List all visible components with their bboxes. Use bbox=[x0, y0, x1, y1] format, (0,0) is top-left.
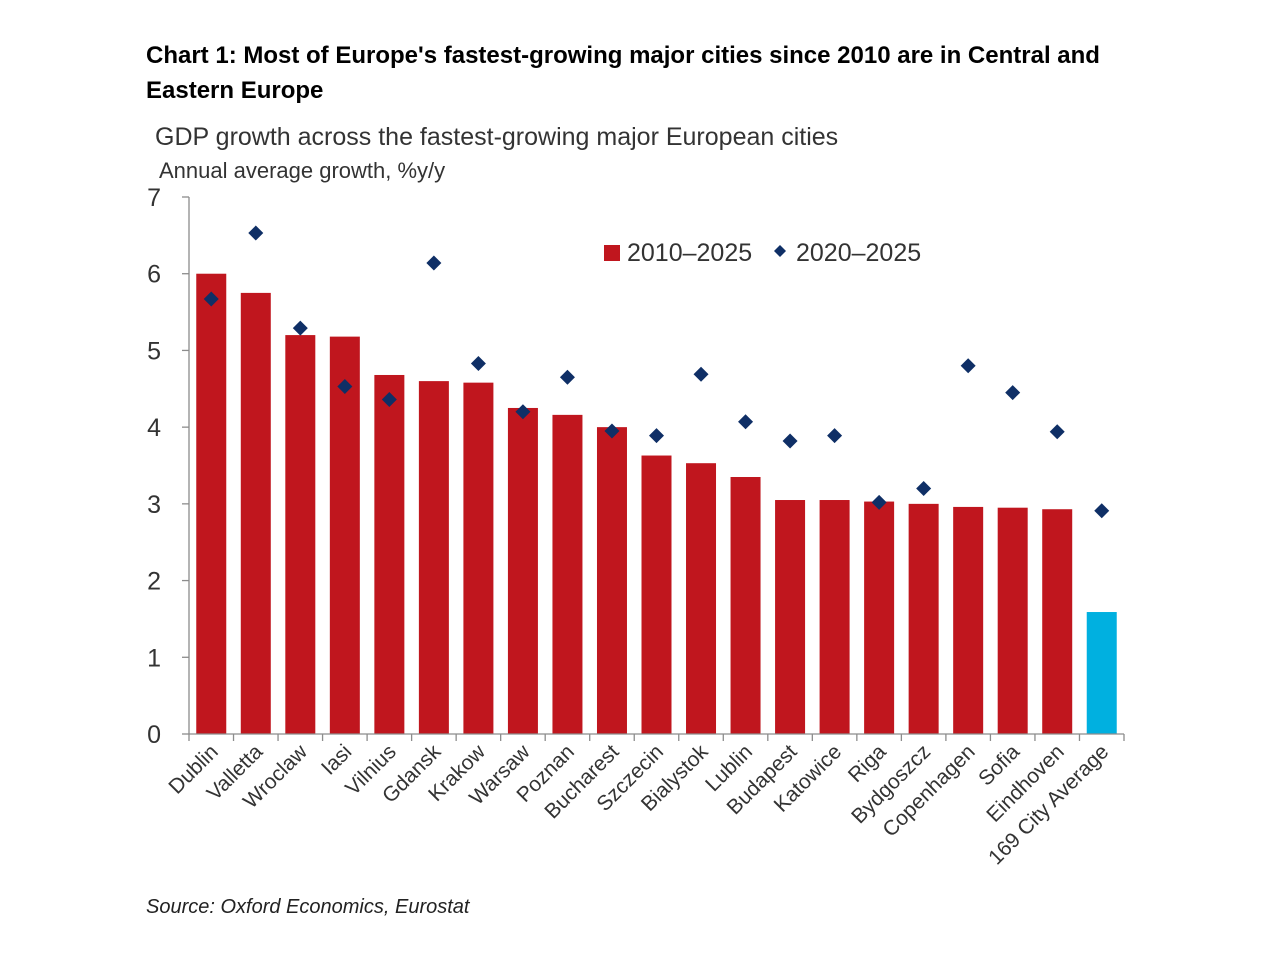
bar-bucharest bbox=[596, 427, 627, 734]
marker-iasi bbox=[337, 378, 353, 394]
marker-krakow bbox=[470, 355, 486, 371]
bar-krakow bbox=[463, 382, 494, 734]
bar-poznan bbox=[552, 414, 583, 734]
y-tick-label: 0 bbox=[147, 721, 161, 749]
y-axis-label: Annual average growth, %y/y bbox=[159, 158, 445, 183]
y-tick-label: 1 bbox=[147, 644, 161, 672]
bar-dublin bbox=[196, 273, 227, 734]
bar-bydgoszcz bbox=[908, 503, 939, 734]
chart-title: Chart 1: Most of Europe's fastest-growin… bbox=[146, 42, 1100, 104]
marker-bialystok bbox=[693, 366, 709, 382]
bar-vilnius bbox=[374, 374, 405, 734]
marker-valletta bbox=[248, 225, 264, 241]
chart-source: Source: Oxford Economics, Eurostat bbox=[146, 896, 470, 918]
marker-bydgoszcz bbox=[916, 481, 932, 497]
bar-iasi bbox=[329, 336, 360, 734]
marker-series bbox=[203, 225, 1110, 519]
marker-sofia bbox=[1005, 385, 1021, 401]
bar-bialystok bbox=[686, 463, 717, 734]
marker-poznan bbox=[559, 369, 575, 385]
y-tick-label: 3 bbox=[147, 491, 161, 519]
bar-sofia bbox=[997, 507, 1028, 734]
y-tick-label: 6 bbox=[147, 261, 161, 289]
bar-eindhoven bbox=[1042, 509, 1073, 734]
legend-label-bar: 2010–2025 bbox=[627, 239, 752, 267]
marker-warsaw bbox=[515, 404, 531, 420]
bar-wroclaw bbox=[285, 335, 316, 734]
marker-wroclaw bbox=[292, 320, 308, 336]
bar-szczecin bbox=[641, 455, 672, 734]
marker-copenhagen bbox=[960, 358, 976, 374]
bar-series bbox=[196, 273, 1117, 734]
chart-subtitle: GDP growth across the fastest-growing ma… bbox=[155, 123, 838, 151]
marker-eindhoven bbox=[1049, 424, 1065, 440]
y-axis: 0 1 2 3 4 5 6 7 bbox=[147, 184, 190, 749]
legend-label-diamond: 2020–2025 bbox=[796, 239, 921, 267]
marker-vilnius bbox=[381, 392, 397, 408]
marker-dublin bbox=[203, 291, 219, 307]
bar-riga bbox=[864, 501, 895, 734]
bar-169-city-average bbox=[1086, 612, 1117, 734]
marker-szczecin bbox=[649, 428, 664, 444]
marker-bucharest bbox=[604, 423, 620, 439]
y-tick-label: 5 bbox=[147, 337, 161, 365]
legend-swatch-diamond bbox=[774, 245, 786, 257]
y-tick-label: 7 bbox=[147, 184, 161, 212]
marker-katowice bbox=[827, 428, 843, 444]
marker-gdansk bbox=[426, 255, 442, 271]
bar-valletta bbox=[240, 292, 271, 734]
marker-budapest bbox=[782, 433, 798, 449]
legend-swatch-bar bbox=[604, 245, 620, 261]
bar-warsaw bbox=[507, 407, 538, 734]
marker-lublin bbox=[738, 414, 754, 430]
legend: 2010–2025 2020–2025 bbox=[604, 239, 921, 267]
bar-budapest bbox=[775, 500, 806, 734]
bar-lublin bbox=[730, 477, 761, 734]
marker-riga bbox=[871, 494, 887, 510]
bar-katowice bbox=[819, 500, 850, 734]
marker-169-city-average bbox=[1094, 503, 1110, 519]
y-tick-label: 2 bbox=[147, 568, 161, 596]
bar-gdansk bbox=[418, 381, 449, 734]
bar-copenhagen bbox=[953, 506, 984, 734]
y-tick-label: 4 bbox=[147, 414, 161, 442]
